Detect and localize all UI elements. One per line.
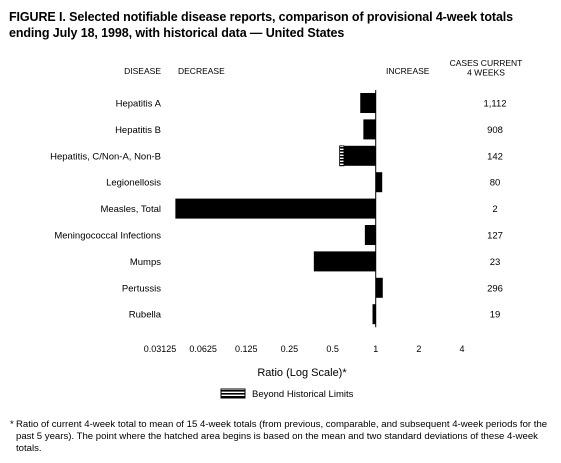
category-label-meningococcal-infections: Meningococcal Infections bbox=[54, 231, 161, 242]
x-tick-label: 0.5 bbox=[326, 344, 339, 354]
column-header-cases: CASES CURRENT 4 WEEKS bbox=[450, 58, 523, 78]
cases-value-mumps: 23 bbox=[490, 257, 501, 268]
column-header-disease: DISEASE bbox=[124, 66, 161, 76]
category-label-legionellosis: Legionellosis bbox=[106, 178, 161, 189]
cases-value-group: 1,112 908 142 80 2 127 23 296 19 bbox=[483, 99, 506, 321]
cases-value-hepatitis-a: 1,112 bbox=[483, 99, 506, 110]
bar-hepatitis-a bbox=[360, 93, 376, 113]
x-tick-label: 0.125 bbox=[235, 344, 258, 354]
category-label-hepatitis-b: Hepatitis B bbox=[115, 125, 161, 136]
category-label-hepatitis-a: Hepatitis A bbox=[116, 99, 162, 110]
category-label-hepatitis-c-non-a-non-b: Hepatitis, C/Non-A, Non-B bbox=[50, 151, 161, 162]
bar-group bbox=[175, 93, 383, 325]
cases-value-pertussis: 296 bbox=[487, 283, 503, 294]
category-label-group: Hepatitis A Hepatitis B Hepatitis, C/Non-A… bbox=[50, 99, 162, 321]
legend-label: Beyond Historical Limits bbox=[252, 389, 354, 400]
x-tick-label: 0.0625 bbox=[189, 344, 217, 354]
figure-title: FIGURE I. Selected notifiable disease re… bbox=[9, 10, 514, 40]
bar-mumps bbox=[313, 251, 376, 272]
category-label-pertussis: Pertussis bbox=[122, 283, 161, 294]
bar-measles-total bbox=[175, 198, 376, 219]
cases-value-hepatitis-c-non-a-non-b: 142 bbox=[487, 151, 503, 162]
x-tick-label: 2 bbox=[416, 344, 421, 354]
x-axis-label: Ratio (Log Scale)* bbox=[257, 367, 347, 379]
x-tick-label: 0.03125 bbox=[144, 344, 177, 354]
bar-rubella bbox=[372, 304, 376, 325]
cases-value-hepatitis-b: 908 bbox=[487, 125, 503, 136]
x-tick-label: 0.25 bbox=[281, 344, 299, 354]
column-header-increase: INCREASE bbox=[386, 66, 430, 76]
cases-value-legionellosis: 80 bbox=[490, 178, 501, 189]
cases-value-measles-total: 2 bbox=[492, 204, 497, 215]
category-label-measles-total: Measles, Total bbox=[100, 204, 161, 215]
x-tick-label-group: 0.03125 0.0625 0.125 0.25 0.5 1 2 4 bbox=[144, 344, 465, 354]
x-tick-label: 4 bbox=[459, 344, 464, 354]
footnote-text: Ratio of current 4-week total to mean of… bbox=[16, 419, 548, 454]
bar-pertussis bbox=[375, 277, 383, 298]
bar-hepatitis-c-non-a-non-b bbox=[339, 145, 376, 166]
legend-hatch-swatch bbox=[220, 388, 246, 399]
category-label-rubella: Rubella bbox=[129, 310, 162, 321]
bar-hepatitis-b bbox=[363, 119, 376, 140]
cases-value-meningococcal-infections: 127 bbox=[487, 231, 503, 242]
bar-hatch-hepatitis-c-non-a-non-b bbox=[339, 145, 345, 167]
footnote-marker: * bbox=[10, 419, 14, 430]
legend: Beyond Historical Limits bbox=[220, 388, 354, 400]
cases-value-rubella: 19 bbox=[490, 310, 501, 321]
bar-meningococcal-infections bbox=[364, 225, 376, 245]
footnote: * Ratio of current 4-week total to mean … bbox=[10, 419, 558, 455]
category-label-mumps: Mumps bbox=[130, 257, 161, 268]
bar-legionellosis bbox=[375, 172, 383, 193]
x-tick-label: 1 bbox=[373, 344, 378, 354]
column-header-decrease: DECREASE bbox=[178, 66, 225, 76]
